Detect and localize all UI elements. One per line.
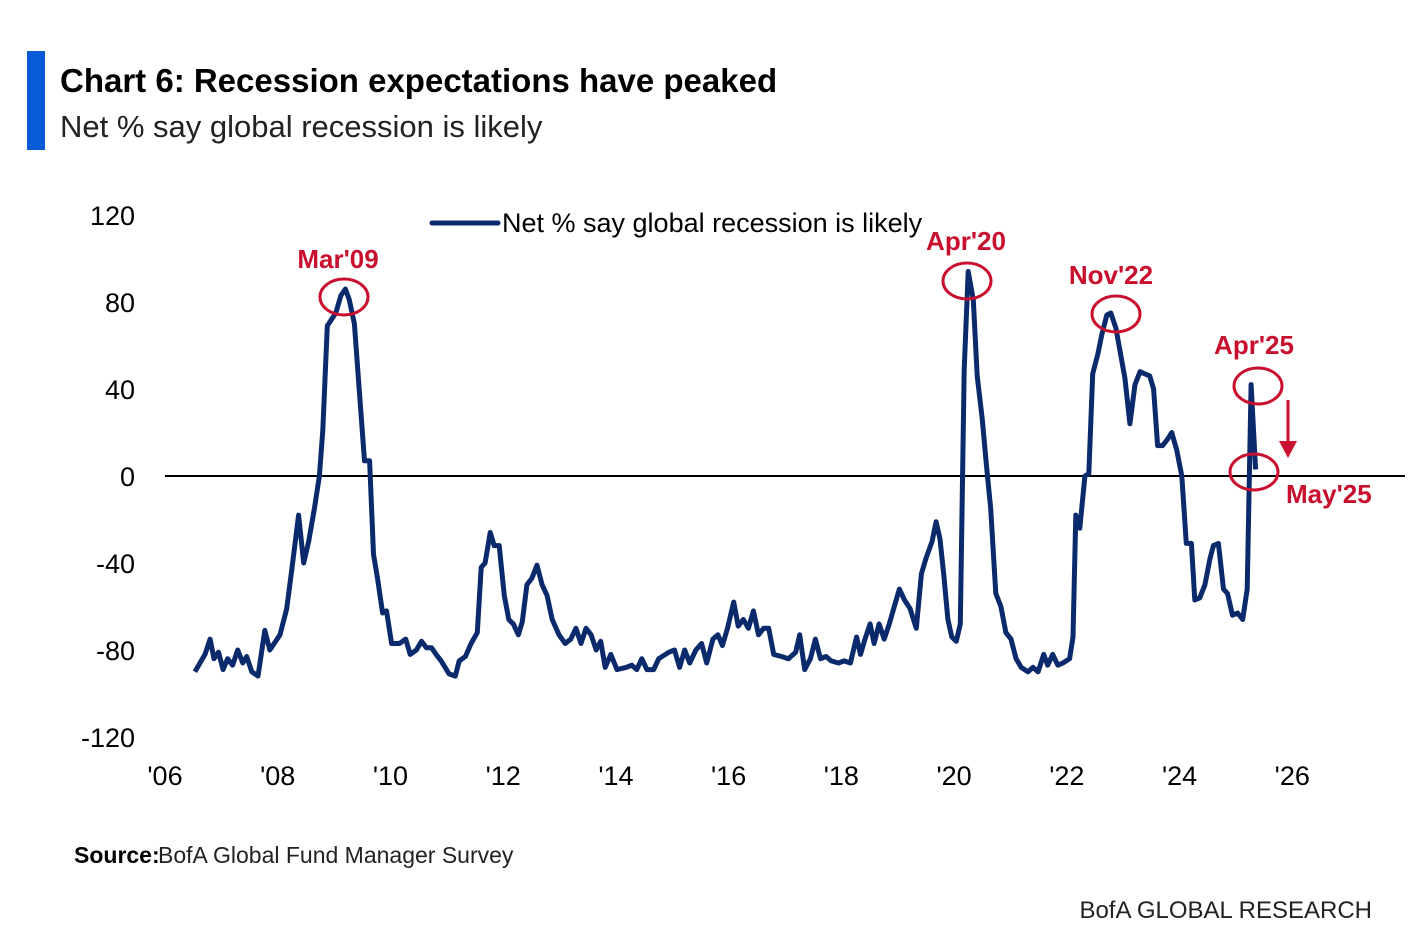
source: BofA Global Fund Manager Survey bbox=[158, 842, 514, 868]
x-tick-label: '14 bbox=[598, 761, 633, 791]
brand: BofA GLOBAL RESEARCH bbox=[1079, 897, 1372, 924]
legend-label: Net % say global recession is likely bbox=[502, 208, 923, 238]
x-tick-label: '18 bbox=[824, 761, 859, 791]
arrow-head bbox=[1279, 441, 1297, 458]
x-tick-label: '08 bbox=[260, 761, 295, 791]
x-tick-label: '06 bbox=[147, 761, 182, 791]
annotation: Apr'20 bbox=[926, 226, 1006, 256]
highlight-circle bbox=[1090, 294, 1142, 334]
x-tick-label: '24 bbox=[1162, 761, 1197, 791]
annotation: Nov'22 bbox=[1069, 260, 1153, 290]
chart-subtitle: Net % say global recession is likely bbox=[60, 109, 543, 144]
y-tick-label: 0 bbox=[120, 462, 135, 492]
x-tick-label: '10 bbox=[373, 761, 408, 791]
annotation: Apr'25 bbox=[1214, 330, 1294, 360]
chart-title: Chart 6: Recession expectations have pea… bbox=[60, 62, 777, 99]
y-tick-label: 40 bbox=[105, 375, 135, 405]
highlight-circle bbox=[941, 261, 993, 301]
x-tick-label: '20 bbox=[936, 761, 971, 791]
x-tick-label: '12 bbox=[486, 761, 521, 791]
highlight-circle bbox=[1232, 366, 1284, 406]
source-label: Source: bbox=[74, 842, 160, 868]
annotation: May'25 bbox=[1286, 479, 1372, 509]
annotation: Mar'09 bbox=[297, 244, 378, 274]
y-tick-label: -80 bbox=[96, 636, 135, 666]
y-tick-label: -40 bbox=[96, 549, 135, 579]
title-bar bbox=[27, 51, 45, 150]
highlight-circle bbox=[318, 277, 370, 317]
highlight-circle bbox=[1228, 452, 1280, 492]
y-tick-label: 120 bbox=[90, 201, 135, 231]
y-tick-label: 80 bbox=[105, 288, 135, 318]
series-line bbox=[192, 269, 1259, 679]
x-tick-label: '26 bbox=[1275, 761, 1310, 791]
x-tick-label: '22 bbox=[1049, 761, 1084, 791]
y-tick-label: -120 bbox=[81, 723, 135, 753]
x-tick-label: '16 bbox=[711, 761, 746, 791]
